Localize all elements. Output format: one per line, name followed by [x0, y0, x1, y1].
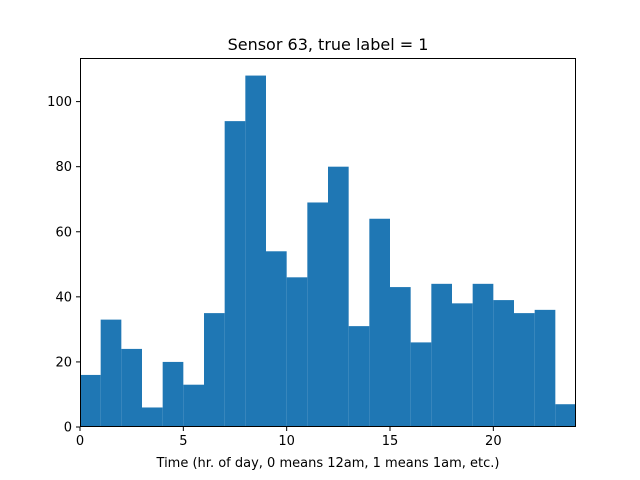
bar-hour-18 — [452, 303, 473, 427]
y-tick-label: 100 — [47, 95, 72, 110]
bar-hour-14 — [369, 218, 390, 427]
bar-hour-15 — [390, 287, 411, 427]
bar-hour-22 — [534, 309, 556, 427]
bar-hour-21 — [514, 313, 535, 427]
chart-title: Sensor 63, true label = 1 — [228, 35, 429, 54]
bar-hour-9 — [266, 251, 287, 427]
bars-group — [80, 75, 576, 428]
bar-hour-13 — [348, 326, 370, 427]
bar-hour-16 — [410, 342, 432, 427]
x-axis-ticks: 0 5 10 15 20 — [76, 427, 502, 449]
bar-hour-20 — [493, 300, 514, 427]
bar-hour-17 — [431, 283, 452, 427]
bar-hour-5 — [183, 384, 204, 427]
y-tick-label: 80 — [55, 160, 72, 175]
bar-hour-19 — [472, 283, 494, 427]
bar-hour-8 — [245, 75, 266, 428]
bar-hour-6 — [204, 313, 225, 427]
x-tick-label: 15 — [382, 434, 399, 449]
bar-hour-3 — [142, 407, 163, 427]
bar-hour-0 — [80, 374, 101, 427]
bar-hour-1 — [100, 319, 122, 427]
bar-hour-4 — [162, 361, 184, 427]
bar-hour-23 — [555, 404, 576, 427]
y-axis-ticks: 0 20 40 60 80 100 — [47, 95, 80, 436]
x-axis-label: Time (hr. of day, 0 means 12am, 1 means … — [156, 456, 500, 471]
y-tick-label: 40 — [55, 290, 72, 305]
bar-hour-2 — [121, 348, 142, 427]
bar-hour-10 — [286, 277, 308, 427]
bar-hour-11 — [307, 202, 328, 427]
y-tick-label: 60 — [55, 225, 72, 240]
bar-hour-7 — [224, 121, 246, 427]
bar-hour-12 — [328, 166, 349, 427]
plot-frame — [80, 58, 576, 427]
y-tick-label: 0 — [64, 421, 72, 436]
x-tick-label: 20 — [485, 434, 502, 449]
x-tick-label: 0 — [76, 434, 84, 449]
y-tick-label: 20 — [55, 355, 72, 370]
x-tick-label: 5 — [179, 434, 187, 449]
x-tick-label: 10 — [278, 434, 295, 449]
